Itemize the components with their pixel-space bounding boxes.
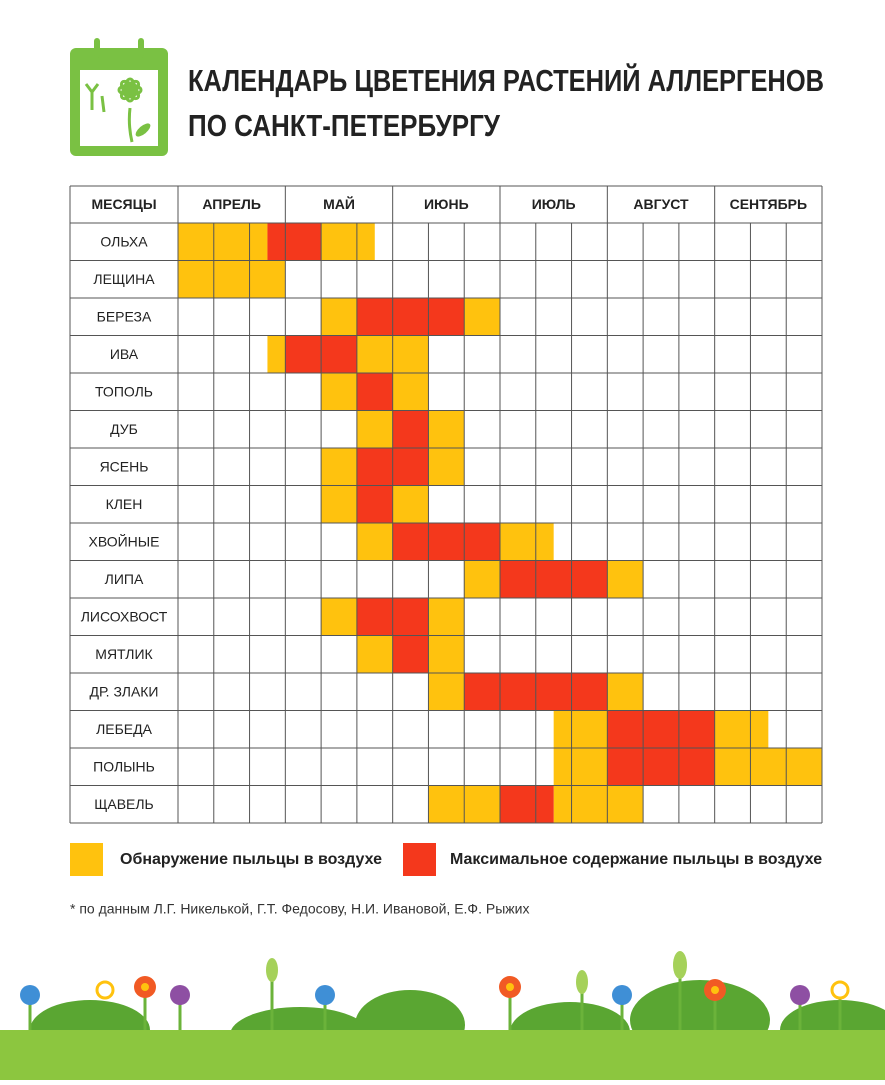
detection-period: [321, 223, 375, 261]
detection-period: [178, 223, 268, 261]
month-header: СЕНТЯБРЬ: [730, 196, 807, 212]
maximum-period: [607, 710, 715, 748]
month-header: АПРЕЛЬ: [202, 196, 261, 212]
month-header: ИЮЛЬ: [532, 196, 576, 212]
month-header: ИЮНЬ: [424, 196, 469, 212]
detection-period: [356, 635, 393, 673]
plant-name: ПОЛЫНЬ: [93, 758, 155, 774]
detection-period: [464, 560, 500, 598]
detection-period: [428, 673, 465, 711]
legend-label: Максимальное содержание пыльцы в воздухе: [450, 851, 822, 868]
plant-name: ТОПОЛЬ: [95, 383, 153, 399]
detection-period: [714, 748, 822, 786]
detection-period: [428, 635, 465, 673]
maximum-period: [356, 298, 465, 336]
plant-name: ЯСЕНЬ: [100, 458, 149, 474]
plant-name: ЛЕБЕДА: [96, 721, 153, 737]
month-header: АВГУСТ: [633, 196, 689, 212]
detection-period: [607, 560, 644, 598]
maximum-period: [392, 410, 429, 448]
calendar-table: ОЛЬХА ЛЕЩИНА БЕРЕЗА ИВА ТОПОЛЬ ДУБ ЯСЕНЬ КЛЕН ХВ…: [69, 185, 823, 824]
detection-period: [321, 448, 357, 486]
header-cell: МЕСЯЦЫ: [91, 196, 156, 212]
detection-period: [553, 748, 608, 786]
detection-period: [321, 298, 357, 336]
detection-period: [553, 785, 644, 823]
detection-period: [321, 373, 357, 411]
legend-label: Обнаружение пыльцы в воздухе: [120, 851, 382, 868]
maximum-period: [607, 748, 715, 786]
detection-period: [321, 485, 357, 523]
plant-name: ИВА: [110, 346, 139, 362]
maximum-period: [356, 485, 393, 523]
plant-name: ДР. ЗЛАКИ: [90, 683, 159, 699]
plant-name: ЛИПА: [105, 571, 144, 587]
calendar-icon: [70, 38, 168, 156]
plant-name: ЩАВЕЛЬ: [94, 796, 154, 812]
maximum-period: [356, 373, 393, 411]
detection-period: [321, 598, 357, 636]
footnote: * по данным Л.Г. Никелькой, Г.Т. Федосов…: [70, 901, 529, 917]
detection-period: [464, 298, 500, 336]
detection-period: [178, 260, 286, 298]
plant-name: ОЛЬХА: [100, 233, 148, 249]
plant-name: КЛЕН: [106, 496, 143, 512]
plant-name: МЯТЛИК: [95, 646, 153, 662]
detection-period: [714, 710, 769, 748]
legend: Обнаружение пыльцы в воздухе Максимальное…: [70, 843, 822, 876]
title-line: ПО САНКТ-ПЕТЕРБУРГУ: [188, 108, 501, 143]
detection-period: [356, 523, 393, 561]
plant-name: ДУБ: [110, 421, 138, 437]
detection-period: [392, 485, 429, 523]
maximum-period: [500, 785, 554, 823]
maximum-period: [267, 223, 322, 261]
title-line: КАЛЕНДАРЬ ЦВЕТЕНИЯ РАСТЕНИЙ АЛЛЕРГЕНОВ: [188, 62, 824, 98]
legend-swatch: [70, 843, 103, 876]
plant-name: ХВОЙНЫЕ: [88, 532, 159, 549]
meadow-decoration: [0, 951, 885, 1080]
detection-period: [356, 410, 393, 448]
maximum-period: [392, 635, 429, 673]
maximum-period: [500, 560, 608, 598]
plant-name: ЛЕЩИНА: [93, 271, 155, 287]
detection-period: [428, 448, 465, 486]
detection-period: [428, 598, 465, 636]
maximum-period: [392, 523, 500, 561]
legend-swatch: [403, 843, 436, 876]
detection-period: [500, 523, 554, 561]
detection-period: [392, 373, 429, 411]
month-header: МАЙ: [323, 195, 355, 212]
detection-period: [428, 410, 465, 448]
detection-period: [607, 673, 644, 711]
detection-period: [267, 335, 286, 373]
detection-period: [553, 710, 608, 748]
plant-name: ЛИСОХВОСТ: [81, 608, 168, 624]
plant-name: БЕРЕЗА: [97, 308, 152, 324]
